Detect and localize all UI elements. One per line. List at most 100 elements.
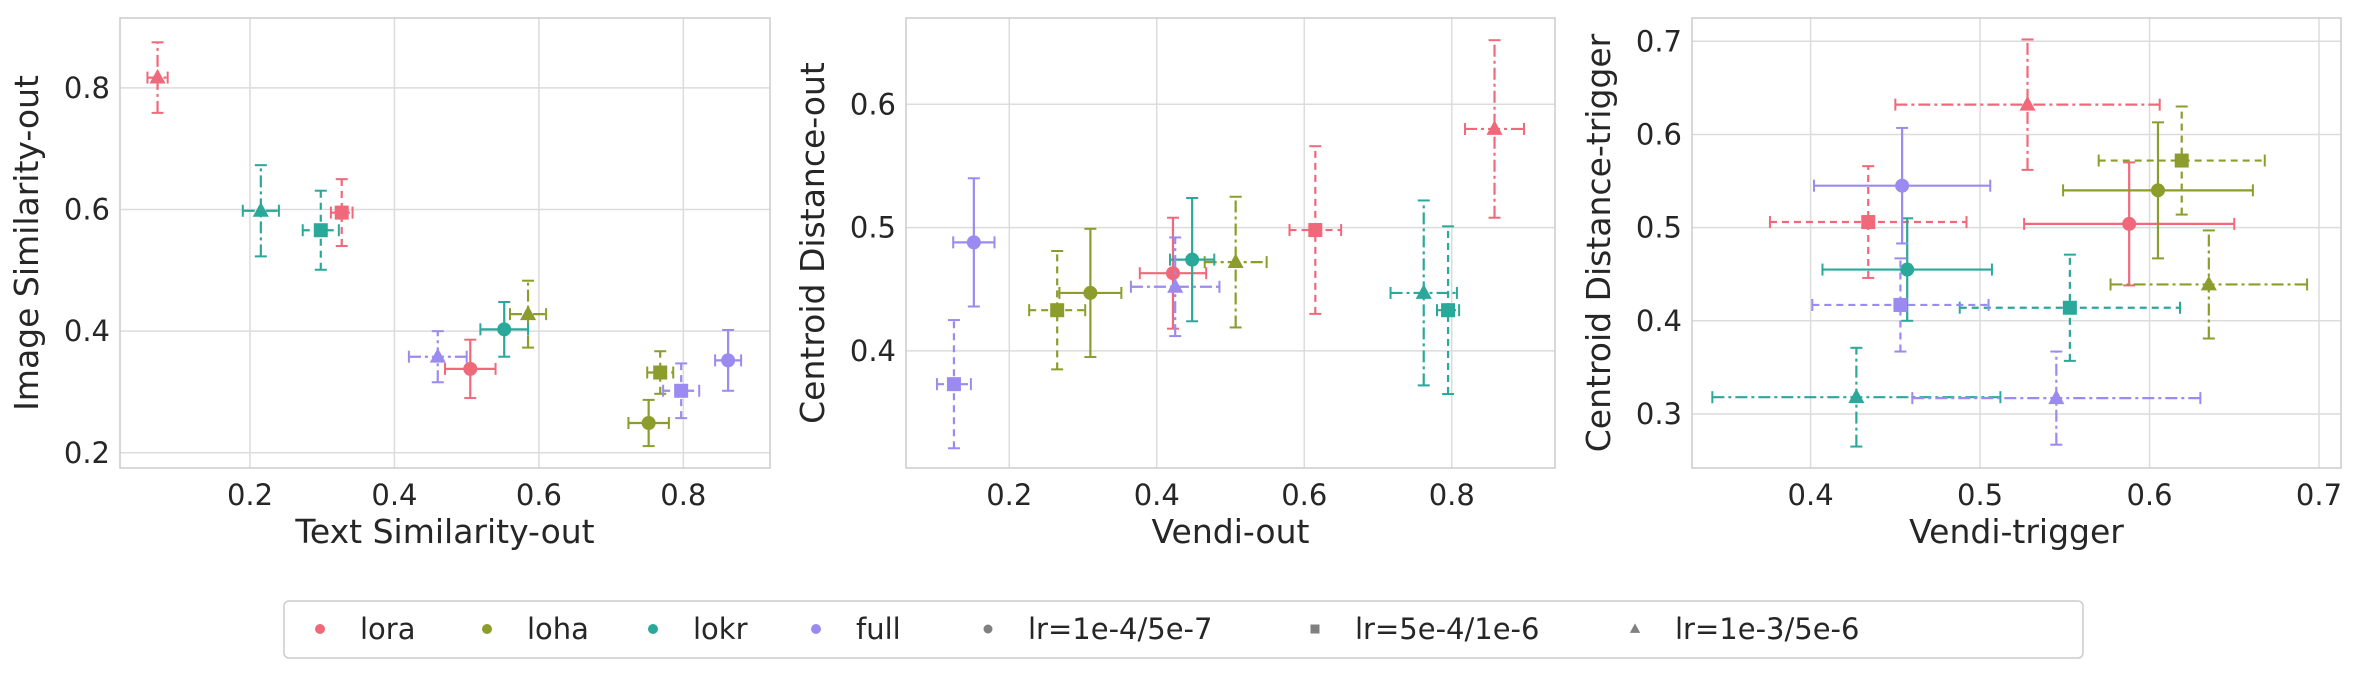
legend-swatch	[1310, 624, 1320, 634]
point-full-triangle	[1129, 236, 1221, 338]
y-axis-label: Centroid Distance-trigger	[1579, 33, 1618, 452]
y-tick-label: 0.4	[64, 314, 110, 348]
marker	[1308, 223, 1323, 238]
y-tick-label: 0.3	[1636, 397, 1682, 431]
point-full-triangle	[407, 330, 468, 384]
marker	[721, 353, 736, 368]
legend-label: lora	[360, 612, 416, 646]
legend-label: lr=1e-4/5e-7	[1028, 612, 1212, 646]
point-lora-triangle	[146, 41, 169, 114]
legend-frame	[283, 600, 2084, 659]
marker	[1415, 284, 1432, 299]
point-lokr-triangle	[241, 164, 280, 258]
point-loha-triangle	[1203, 195, 1268, 329]
marker	[1895, 178, 1910, 193]
marker	[2062, 300, 2077, 315]
marker	[966, 235, 981, 250]
plot-frame	[905, 17, 1556, 469]
point-lora-square	[1768, 165, 1968, 279]
marker	[2150, 183, 2165, 198]
marker	[653, 365, 668, 380]
plot-area	[120, 18, 770, 468]
point-lora-square	[329, 178, 354, 248]
legend-item-1: lora	[315, 612, 416, 646]
y-tick-label: 0.2	[64, 436, 110, 470]
marker	[1050, 303, 1065, 318]
x-tick-label: 0.4	[1134, 478, 1180, 512]
chart-panels: 0.2 0.4 0.6 0.8 0.2 0.4 0.6 0.8 Text Similarity-…	[7, 17, 2342, 551]
x-tick-label: 0.7	[2296, 478, 2342, 512]
legend-item-6: lr=5e-4/1e-6	[1310, 612, 1539, 646]
point-lora-circle	[2023, 161, 2236, 287]
plot-area	[1692, 18, 2341, 468]
y-tick-label: 0.5	[850, 211, 896, 245]
marker	[463, 361, 478, 376]
marker	[149, 68, 166, 84]
x-tick-label: 0.6	[1281, 478, 1327, 512]
marker	[2019, 95, 2036, 111]
point-loha-square	[1028, 250, 1087, 371]
y-axis-label: Image Similarity-out	[7, 75, 46, 411]
point-lokr-circle	[479, 300, 530, 358]
legend-swatch	[811, 624, 821, 634]
point-full-square	[662, 362, 701, 420]
x-tick-label: 0.2	[986, 478, 1032, 512]
point-full-circle	[952, 177, 996, 308]
legend: lora loha lokr full lr=1e-4/5e-7 lr=5e-4/1e-6…	[283, 600, 2084, 659]
chart-panel-3: 0.4 0.5 0.6 0.7 0.3 0.4 0.5 0.6 0.7 Vendi-trigger…	[1579, 17, 2342, 551]
y-tick-label: 0.7	[1636, 24, 1682, 58]
marker	[334, 205, 349, 220]
y-axis-label: Centroid Distance-out	[793, 62, 832, 424]
x-tick-label: 0.4	[1788, 478, 1834, 512]
point-full-square	[935, 319, 972, 450]
point-full-circle	[1813, 126, 1992, 245]
marker	[1486, 120, 1503, 135]
legend-label: lokr	[693, 612, 748, 646]
point-lokr-square	[1436, 225, 1461, 396]
marker	[674, 383, 689, 398]
legend-item-2: loha	[482, 612, 589, 646]
y-tick-label: 0.5	[1636, 211, 1682, 245]
plot-frame	[119, 17, 771, 469]
marker	[1893, 297, 1908, 312]
point-loha-triangle	[2109, 229, 2309, 340]
legend-label: lr=1e-3/5e-6	[1675, 612, 1859, 646]
marker	[641, 416, 656, 430]
marker	[1861, 215, 1876, 230]
y-tick-label: 0.8	[64, 71, 110, 105]
legend-swatch	[482, 624, 492, 634]
x-axis-label: Vendi-trigger	[1909, 512, 2124, 551]
y-tick-label: 0.6	[850, 87, 896, 121]
point-full-square	[1811, 257, 1990, 353]
marker	[1185, 252, 1200, 267]
legend-swatch	[983, 624, 993, 634]
marker	[1165, 266, 1180, 281]
point-lokr-square	[301, 189, 340, 271]
chart-panel-1: 0.2 0.4 0.6 0.8 0.2 0.4 0.6 0.8 Text Similarity-…	[7, 17, 771, 551]
point-loha-square	[646, 350, 675, 395]
point-full-circle	[714, 328, 743, 392]
legend-label: full	[856, 612, 901, 646]
x-tick-label: 0.4	[371, 478, 417, 512]
point-loha-circle	[2062, 121, 2254, 260]
legend-label: loha	[527, 612, 589, 646]
legend-item-7: lr=1e-3/5e-6	[1629, 612, 1859, 646]
point-full-triangle	[1911, 350, 2202, 446]
point-lokr-triangle	[1389, 199, 1458, 387]
marker	[252, 202, 269, 217]
marker	[2048, 389, 2065, 405]
x-tick-label: 0.6	[2126, 478, 2172, 512]
marker	[429, 347, 446, 363]
point-loha-square	[2097, 105, 2266, 216]
marker	[1848, 388, 1865, 404]
point-lora-triangle	[1464, 39, 1526, 219]
marker	[497, 322, 512, 337]
marker	[2122, 216, 2137, 231]
marker	[946, 377, 961, 392]
point-lokr-square	[1958, 253, 2182, 362]
point-lokr-circle	[1169, 197, 1216, 323]
y-tick-label: 0.6	[1636, 117, 1682, 151]
x-axis-label: Vendi-out	[1152, 512, 1310, 551]
point-lora-square	[1288, 145, 1343, 315]
